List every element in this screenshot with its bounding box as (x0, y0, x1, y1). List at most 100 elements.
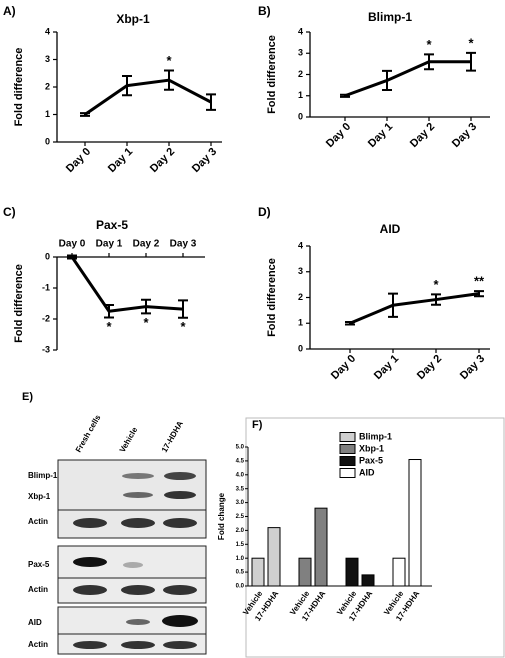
significance-label: * (180, 319, 186, 334)
legend-swatch (339, 456, 356, 466)
bar (408, 459, 422, 587)
panel-frame (245, 417, 505, 658)
significance-label: * (166, 53, 172, 68)
y-tick-label: -2 (42, 313, 50, 323)
band (164, 472, 196, 480)
band (121, 518, 155, 528)
significance-label: * (468, 35, 474, 50)
band (123, 492, 153, 498)
y-tick-label: 0 (45, 251, 50, 261)
chart-title: Blimp-1 (368, 10, 412, 24)
band (73, 585, 107, 595)
y-axis-label: Fold difference (13, 48, 25, 127)
error-bar (388, 292, 398, 318)
error-bar (474, 290, 484, 298)
error-bar (424, 53, 434, 71)
line (349, 292, 480, 325)
y-tick-label: 3 (298, 266, 303, 276)
y-axis-label: Fold difference (266, 35, 278, 114)
bar (361, 574, 375, 587)
panel-label: A) (3, 4, 16, 18)
y-tick-label: 2 (298, 69, 303, 79)
row-label: Actin (28, 517, 48, 526)
y-tick-label: 4.0 (236, 472, 245, 478)
bar (251, 557, 265, 587)
band (164, 491, 196, 499)
y-tick-label: 3 (298, 48, 303, 58)
error-bar (80, 112, 90, 117)
x-tick-label: Day 3 (170, 239, 197, 250)
legend-swatch (339, 432, 356, 442)
panel-label: D) (258, 205, 271, 219)
legend-label: Pax-5 (359, 455, 383, 465)
band (122, 473, 154, 479)
legend-swatch (339, 444, 356, 454)
y-tick-label: 0 (298, 343, 303, 353)
row-label: Blimp-1 (28, 471, 58, 480)
significance-label: * (106, 319, 112, 334)
legend-label: AID (359, 467, 375, 477)
bar (314, 507, 328, 587)
y-axis-label: Fold difference (266, 258, 278, 337)
bar (298, 557, 312, 587)
y-tick-label: 1.5 (236, 542, 245, 548)
y-tick-label: 0 (298, 111, 303, 121)
y-tick-label: 2.5 (236, 514, 245, 520)
row-label: Xbp-1 (28, 492, 51, 501)
y-axis-label: Fold difference (13, 264, 25, 343)
error-bar (178, 299, 188, 319)
legend-label: Xbp-1 (359, 443, 384, 453)
y-tick-label: 1 (298, 90, 303, 100)
row-label: Pax-5 (28, 560, 50, 569)
y-tick-label: 0 (45, 136, 50, 146)
significance-label: ** (474, 274, 485, 289)
legend-swatch (339, 468, 356, 478)
panel-label: C) (3, 205, 16, 219)
y-tick-label: 1 (298, 318, 303, 328)
y-tick-label: 4 (298, 26, 303, 36)
row-label: Actin (28, 585, 48, 594)
chart-title: AID (380, 222, 401, 236)
legend-label: Blimp-1 (359, 431, 392, 441)
error-bar (340, 93, 350, 98)
y-tick-label: 4 (45, 26, 50, 36)
row-label: Actin (28, 640, 48, 649)
y-tick-label: 2 (45, 81, 50, 91)
x-tick-label: Day 2 (133, 239, 160, 250)
bar (392, 557, 406, 587)
error-bar (345, 320, 355, 326)
band (163, 641, 197, 649)
y-tick-label: -1 (42, 282, 50, 292)
y-tick-label: 3.0 (236, 500, 245, 506)
band (123, 562, 143, 568)
significance-label: * (143, 315, 149, 330)
y-tick-label: 3.5 (236, 486, 245, 492)
y-tick-label: 0.0 (236, 584, 245, 590)
panel-label: B) (258, 4, 271, 18)
x-tick-label: Day 1 (96, 239, 123, 250)
y-tick-label: 5.0 (236, 445, 245, 451)
bar (345, 557, 359, 587)
error-bar (67, 254, 77, 260)
band (163, 518, 197, 528)
error-bar (431, 293, 441, 306)
chart-title: Pax-5 (96, 218, 128, 232)
error-bar (141, 298, 151, 315)
line (70, 256, 184, 313)
band (121, 641, 155, 649)
error-bar (466, 51, 476, 72)
y-axis-label: Fold change (217, 492, 226, 540)
band (126, 619, 150, 625)
line (84, 78, 212, 116)
y-tick-label: 4 (298, 240, 303, 250)
panel-label: F) (252, 419, 263, 431)
y-tick-label: 1.0 (236, 556, 245, 562)
y-tick-label: 2.0 (236, 528, 245, 534)
significance-label: * (426, 37, 432, 52)
band (73, 557, 107, 567)
error-bar (382, 69, 392, 92)
band (73, 641, 107, 649)
error-bar (164, 69, 174, 91)
panel-label: E) (22, 391, 33, 403)
